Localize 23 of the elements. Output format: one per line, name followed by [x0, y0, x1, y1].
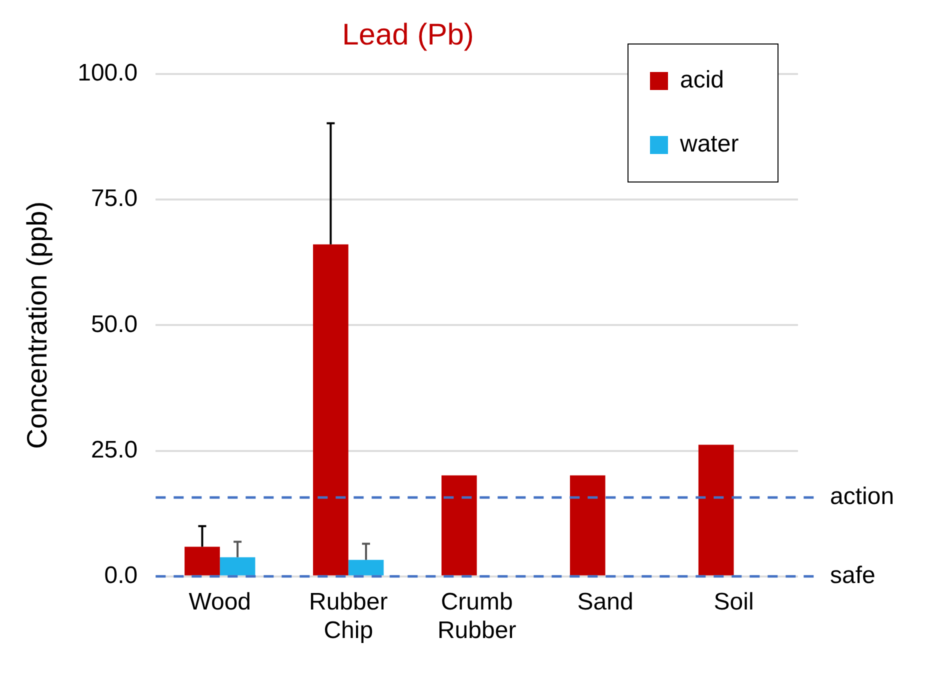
bar — [698, 444, 734, 576]
ref-line-label: action — [830, 483, 894, 510]
bar — [442, 475, 477, 576]
y-tick-label: 50.0 — [90, 310, 138, 338]
bar — [313, 244, 348, 576]
bar — [220, 557, 256, 576]
legend-label: acid — [680, 66, 724, 94]
chart-title: Lead (Pb) — [342, 18, 474, 52]
x-tick-label: Crumb Rubber — [437, 588, 516, 644]
y-tick-label: 100.0 — [78, 60, 138, 87]
x-tick-label: Sand — [577, 588, 634, 616]
bar — [570, 475, 606, 576]
y-tick-label: 25.0 — [90, 436, 138, 464]
x-tick-label: Rubber Chip — [309, 588, 388, 644]
ref-line-label: safe — [830, 562, 876, 590]
bar — [348, 560, 384, 576]
bar — [184, 546, 220, 576]
y-tick-label: 75.0 — [90, 185, 138, 212]
x-tick-label: Wood — [188, 588, 252, 616]
y-axis-title: Concentration (ppb) — [22, 201, 53, 449]
y-tick-label: 0.0 — [104, 562, 138, 590]
legend-label: water — [679, 130, 739, 158]
x-tick-label: Soil — [714, 588, 754, 616]
